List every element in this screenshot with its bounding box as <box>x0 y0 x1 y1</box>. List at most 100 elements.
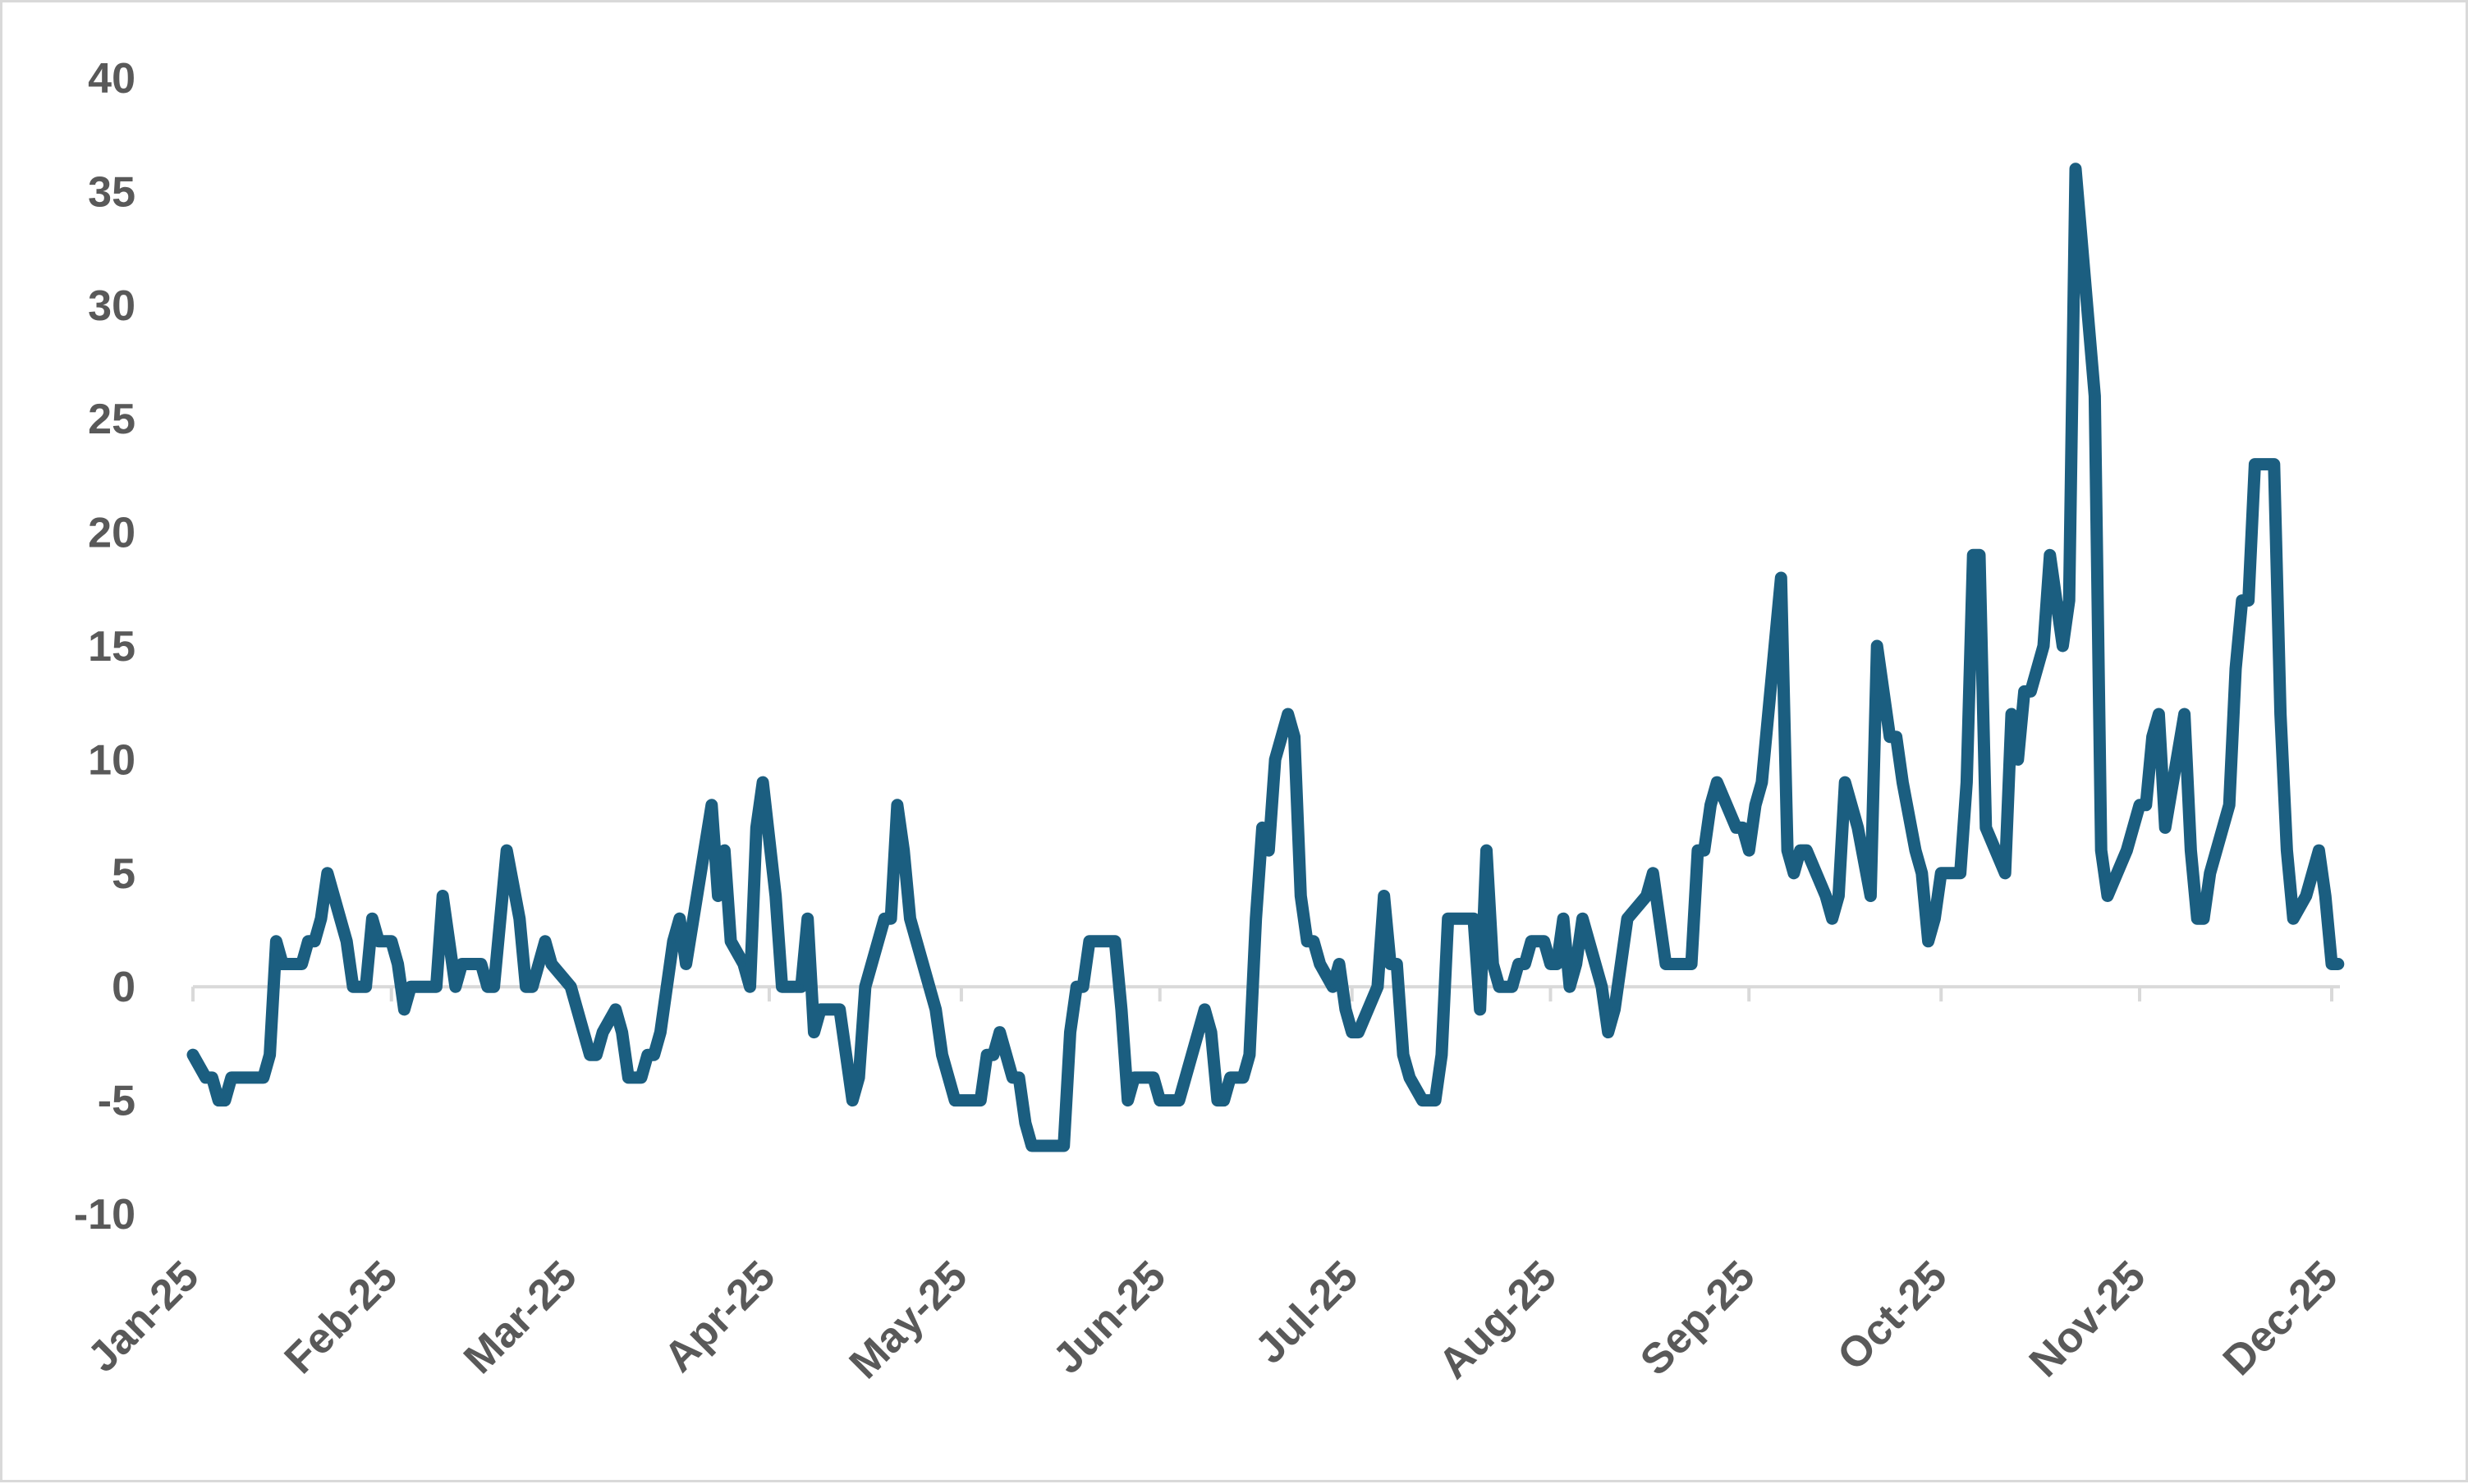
data-point <box>1605 1029 1611 1035</box>
data-point <box>1759 780 1764 786</box>
data-point <box>798 984 804 990</box>
data-point <box>2060 644 2066 648</box>
data-point <box>1932 916 1938 922</box>
data-point <box>484 984 490 990</box>
y-tick-label: 10 <box>88 736 135 784</box>
data-points <box>190 166 2341 1148</box>
x-tick-label: Nov-25 <box>2021 1252 2155 1386</box>
y-tick-label: 40 <box>88 55 135 103</box>
data-point <box>818 1006 823 1012</box>
data-point <box>376 938 382 944</box>
data-point <box>651 1052 657 1058</box>
data-point <box>946 1074 952 1080</box>
data-point <box>2271 461 2277 467</box>
data-point <box>1305 938 1310 944</box>
y-axis-labels: -10 -5 0 5 10 15 20 25 30 35 40 <box>74 55 135 1239</box>
data-point <box>1964 780 1970 786</box>
data-point <box>1356 1029 1361 1035</box>
data-point <box>658 1029 663 1035</box>
data-point <box>1983 825 1989 831</box>
data-point <box>1086 938 1092 944</box>
data-point <box>952 1097 958 1103</box>
data-point <box>741 961 746 967</box>
data-point <box>1209 1029 1214 1035</box>
data-point <box>638 1074 644 1080</box>
data-point <box>1541 938 1547 944</box>
data-point <box>722 848 727 854</box>
data-point <box>1855 825 1860 831</box>
data-point <box>2316 848 2322 854</box>
x-tick-label: Mar-25 <box>455 1252 586 1383</box>
data-point <box>580 1029 586 1035</box>
data-point <box>1246 1052 1252 1058</box>
data-point <box>1714 780 1720 786</box>
data-point <box>779 984 785 990</box>
data-point <box>1273 757 1278 763</box>
data-point <box>1548 961 1553 967</box>
data-point <box>1516 961 1521 967</box>
data-point <box>594 1052 599 1058</box>
x-tick-label: Feb-25 <box>276 1252 407 1383</box>
data-point <box>216 1097 222 1103</box>
data-point <box>1625 916 1631 922</box>
data-point <box>2335 961 2341 967</box>
data-point <box>318 916 323 922</box>
x-tick-label: Apr-25 <box>655 1252 784 1381</box>
data-point <box>2021 689 2027 694</box>
data-point <box>1010 1074 1016 1080</box>
data-point <box>2291 916 2296 922</box>
data-point <box>619 1029 625 1035</box>
data-point <box>1061 1143 1067 1148</box>
data-point <box>2303 893 2309 899</box>
data-point <box>1823 893 1828 899</box>
data-point <box>2195 916 2200 922</box>
data-point <box>773 893 778 899</box>
data-point <box>530 984 535 990</box>
data-point <box>1241 1074 1246 1080</box>
data-point <box>1374 984 1380 990</box>
data-point <box>1529 938 1534 944</box>
data-point <box>2092 393 2098 399</box>
data-point <box>273 938 279 944</box>
data-point <box>1157 1097 1163 1103</box>
data-point <box>939 1052 945 1058</box>
data-point <box>1612 1006 1617 1012</box>
x-tick-label: Jun-25 <box>1044 1252 1176 1383</box>
x-tick-label: Aug-25 <box>1429 1252 1566 1388</box>
data-point <box>1701 848 1707 854</box>
data-point <box>1253 916 1259 922</box>
data-point <box>709 802 714 808</box>
data-point <box>280 961 286 967</box>
data-point <box>1259 825 1265 831</box>
data-point <box>478 961 484 967</box>
data-point <box>2015 757 2021 763</box>
data-point <box>670 938 676 944</box>
data-point <box>1554 961 1560 967</box>
data-point <box>1291 734 1297 740</box>
data-point <box>2323 893 2328 899</box>
data-point <box>1497 984 1502 990</box>
data-point <box>324 870 330 876</box>
data-point <box>2105 893 2111 899</box>
data-point <box>459 961 465 967</box>
data-point <box>190 1052 195 1058</box>
x-tick-label: Jul-25 <box>1246 1252 1367 1372</box>
data-point <box>344 938 350 944</box>
data-point <box>1118 1006 1124 1012</box>
data-point <box>209 1074 215 1080</box>
data-point <box>574 1006 580 1012</box>
data-point <box>548 961 554 967</box>
data-point <box>1221 1097 1227 1103</box>
data-point <box>2124 848 2130 854</box>
data-point <box>1977 552 1983 558</box>
data-point <box>2284 848 2290 854</box>
y-tick-label: 0 <box>112 964 135 1011</box>
data-point <box>1740 825 1745 831</box>
data-point <box>2233 666 2239 671</box>
data-point <box>542 938 548 944</box>
data-point <box>434 984 439 990</box>
data-point <box>1829 916 1835 922</box>
data-point <box>2278 712 2283 717</box>
data-point <box>2207 870 2213 876</box>
